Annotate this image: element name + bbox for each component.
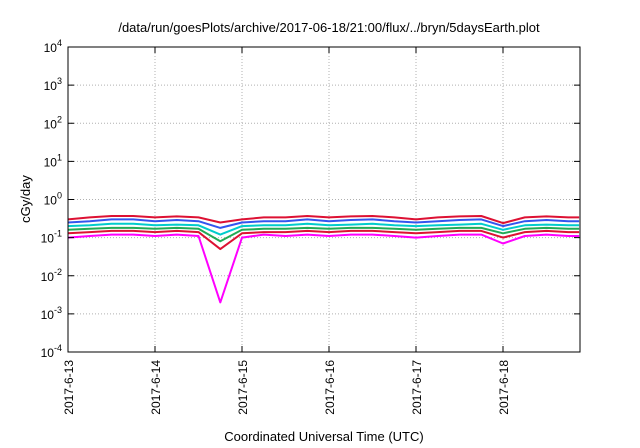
y-tick-label: 102 [44,114,62,131]
y-tick-label: 10-1 [41,229,62,246]
x-tick-label: 2017-6-15 [236,360,250,415]
y-tick-label: 101 [44,152,62,169]
y-tick-label: 10-3 [41,305,62,322]
y-axis: 10-4 10-3 10-2 10-1 100 101 102 103 104 [41,38,580,360]
x-tick-label: 2017-6-18 [497,360,511,415]
x-axis: 2017-6-13 2017-6-14 2017-6-15 2017-6-16 2017… [62,47,511,415]
series-layer [67,215,580,304]
plot-frame [67,46,581,353]
y-tick-label: 10-4 [41,343,62,360]
y-tick-label: 10-2 [41,267,62,284]
y-tick-label: 100 [44,191,62,208]
series-line-2 [67,229,580,251]
series-line-1 [67,233,580,304]
series-line-3 [67,226,580,243]
x-tick-label: 2017-6-17 [410,360,424,415]
series-line-4 [67,222,580,236]
series-line-5 [67,218,580,229]
y-axis-label: cGy/day [18,175,33,223]
y-tick-label: 103 [44,76,62,93]
x-axis-label: Coordinated Universal Time (UTC) [224,429,423,444]
grid [68,47,580,352]
series-line-6 [67,215,580,225]
x-tick-label: 2017-6-14 [149,360,163,415]
x-tick-label: 2017-6-16 [323,360,337,415]
y-tick-label: 104 [44,38,62,55]
x-tick-label: 2017-6-13 [62,360,76,415]
chart-title: /data/run/goesPlots/archive/2017-06-18/2… [118,20,540,35]
